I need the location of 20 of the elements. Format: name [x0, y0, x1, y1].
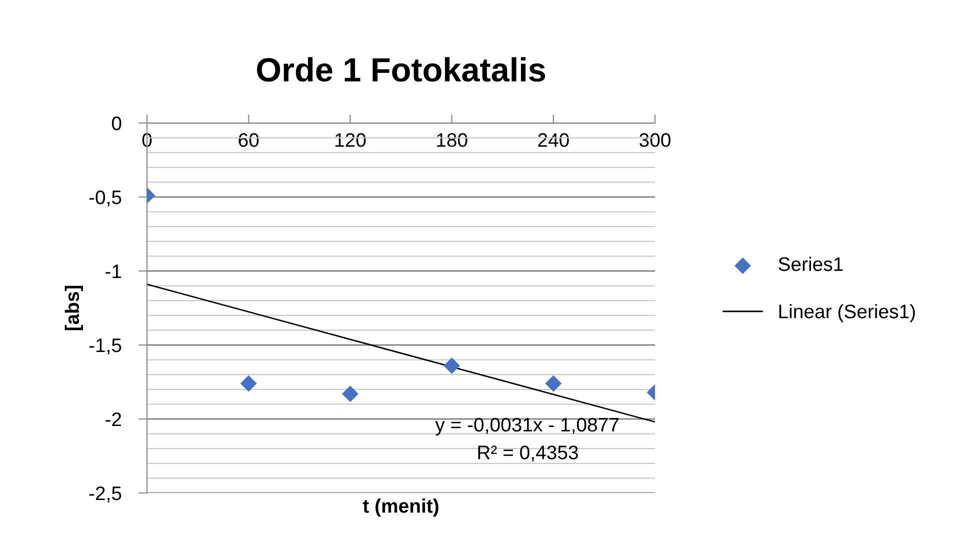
y-tick-label: -0,5 [89, 190, 122, 207]
point [342, 386, 358, 402]
x-tick-label: 60 [238, 133, 259, 147]
y-axis-title: [abs] [64, 286, 83, 330]
x-axis-title: t (menit) [362, 498, 438, 517]
chart-title: Orde 1 Fotokatalis [256, 57, 546, 82]
y-tick-label: -1 [106, 264, 122, 278]
x-tick-label: 120 [335, 133, 366, 147]
x-tick-label: 300 [640, 133, 670, 147]
annotation: R² = 0,4353 [478, 446, 578, 462]
annotation: y = -0,0031x - 1,0877 [435, 418, 618, 436]
legend-label: Series1 [778, 256, 843, 272]
x-tick-label: 180 [437, 133, 468, 147]
legend-label: Linear (Series1) [779, 304, 915, 322]
y-tick-label: -1,5 [89, 338, 122, 355]
x-tick-label: 240 [538, 133, 569, 147]
y-tick-label: -2,5 [89, 486, 122, 503]
y-tick-label: -2 [106, 412, 122, 426]
y-tick-label: 0 [112, 116, 122, 130]
point [444, 358, 460, 374]
